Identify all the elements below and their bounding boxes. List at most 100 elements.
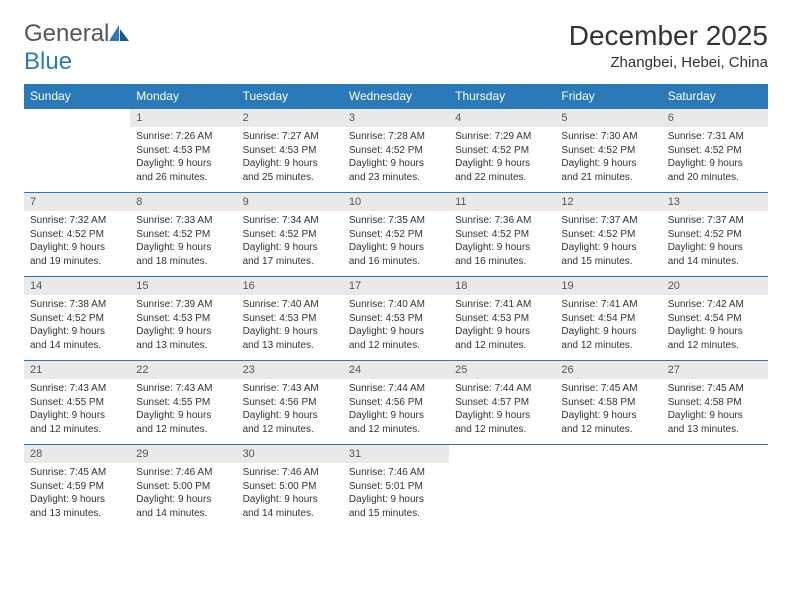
sunset-line: Sunset: 4:52 PM xyxy=(668,144,762,158)
day-content-cell: Sunrise: 7:35 AMSunset: 4:52 PMDaylight:… xyxy=(343,211,449,277)
day-number-cell: 29 xyxy=(130,445,236,464)
week-1-daynum-row: 78910111213 xyxy=(24,193,768,212)
daylight-line-1: Daylight: 9 hours xyxy=(136,157,230,171)
day-number-cell: 18 xyxy=(449,277,555,296)
day-number-cell: 3 xyxy=(343,109,449,128)
sunset-line: Sunset: 4:53 PM xyxy=(455,312,549,326)
week-1-content-row: Sunrise: 7:32 AMSunset: 4:52 PMDaylight:… xyxy=(24,211,768,277)
page-title: December 2025 xyxy=(569,20,768,52)
day-number-cell: 1 xyxy=(130,109,236,128)
daylight-line-1: Daylight: 9 hours xyxy=(30,409,124,423)
logo-sail-icon xyxy=(109,25,129,41)
day-number-cell: 13 xyxy=(662,193,768,212)
day-content-cell xyxy=(449,463,555,528)
day-content-cell: Sunrise: 7:43 AMSunset: 4:55 PMDaylight:… xyxy=(130,379,236,445)
daylight-line-2: and 23 minutes. xyxy=(349,171,443,185)
daylight-line-1: Daylight: 9 hours xyxy=(136,241,230,255)
sunrise-line: Sunrise: 7:43 AM xyxy=(243,382,337,396)
daylight-line-1: Daylight: 9 hours xyxy=(30,325,124,339)
day-content-cell: Sunrise: 7:33 AMSunset: 4:52 PMDaylight:… xyxy=(130,211,236,277)
daylight-line-2: and 14 minutes. xyxy=(668,255,762,269)
sunrise-line: Sunrise: 7:44 AM xyxy=(349,382,443,396)
day-content-cell: Sunrise: 7:43 AMSunset: 4:56 PMDaylight:… xyxy=(237,379,343,445)
sunset-line: Sunset: 5:00 PM xyxy=(136,480,230,494)
sunrise-line: Sunrise: 7:32 AM xyxy=(30,214,124,228)
sunset-line: Sunset: 4:57 PM xyxy=(455,396,549,410)
day-number-cell xyxy=(555,445,661,464)
day-content-cell: Sunrise: 7:40 AMSunset: 4:53 PMDaylight:… xyxy=(343,295,449,361)
daylight-line-2: and 12 minutes. xyxy=(455,339,549,353)
daylight-line-1: Daylight: 9 hours xyxy=(668,325,762,339)
logo-text-gray: General xyxy=(24,20,109,47)
sunrise-line: Sunrise: 7:41 AM xyxy=(455,298,549,312)
day-content-cell xyxy=(662,463,768,528)
daylight-line-2: and 12 minutes. xyxy=(561,423,655,437)
day-number-cell xyxy=(662,445,768,464)
sunrise-line: Sunrise: 7:46 AM xyxy=(349,466,443,480)
sunrise-line: Sunrise: 7:30 AM xyxy=(561,130,655,144)
daylight-line-2: and 12 minutes. xyxy=(455,423,549,437)
daylight-line-2: and 15 minutes. xyxy=(349,507,443,521)
day-content-cell: Sunrise: 7:44 AMSunset: 4:56 PMDaylight:… xyxy=(343,379,449,445)
sunrise-line: Sunrise: 7:28 AM xyxy=(349,130,443,144)
day-content-cell: Sunrise: 7:38 AMSunset: 4:52 PMDaylight:… xyxy=(24,295,130,361)
week-2-daynum-row: 14151617181920 xyxy=(24,277,768,296)
daylight-line-2: and 18 minutes. xyxy=(136,255,230,269)
day-number-cell: 2 xyxy=(237,109,343,128)
daylight-line-2: and 13 minutes. xyxy=(30,507,124,521)
sunset-line: Sunset: 4:53 PM xyxy=(349,312,443,326)
sunrise-line: Sunrise: 7:29 AM xyxy=(455,130,549,144)
sunrise-line: Sunrise: 7:40 AM xyxy=(349,298,443,312)
sunrise-line: Sunrise: 7:39 AM xyxy=(136,298,230,312)
daylight-line-1: Daylight: 9 hours xyxy=(561,157,655,171)
sunrise-line: Sunrise: 7:46 AM xyxy=(136,466,230,480)
logo-text-blue: Blue xyxy=(24,48,72,75)
daylight-line-2: and 12 minutes. xyxy=(561,339,655,353)
sunset-line: Sunset: 4:58 PM xyxy=(561,396,655,410)
daylight-line-1: Daylight: 9 hours xyxy=(349,493,443,507)
day-number-cell: 11 xyxy=(449,193,555,212)
day-number-cell: 5 xyxy=(555,109,661,128)
day-header-saturday: Saturday xyxy=(662,84,768,109)
sunrise-line: Sunrise: 7:42 AM xyxy=(668,298,762,312)
daylight-line-1: Daylight: 9 hours xyxy=(561,241,655,255)
day-number-cell: 20 xyxy=(662,277,768,296)
day-number-cell: 9 xyxy=(237,193,343,212)
day-header-row: SundayMondayTuesdayWednesdayThursdayFrid… xyxy=(24,84,768,109)
day-content-cell: Sunrise: 7:45 AMSunset: 4:58 PMDaylight:… xyxy=(662,379,768,445)
sunrise-line: Sunrise: 7:26 AM xyxy=(136,130,230,144)
sunset-line: Sunset: 4:52 PM xyxy=(136,228,230,242)
day-header-wednesday: Wednesday xyxy=(343,84,449,109)
week-0-daynum-row: 123456 xyxy=(24,109,768,128)
sunset-line: Sunset: 5:00 PM xyxy=(243,480,337,494)
sunset-line: Sunset: 4:52 PM xyxy=(455,144,549,158)
day-content-cell: Sunrise: 7:41 AMSunset: 4:54 PMDaylight:… xyxy=(555,295,661,361)
sunrise-line: Sunrise: 7:33 AM xyxy=(136,214,230,228)
daylight-line-1: Daylight: 9 hours xyxy=(349,409,443,423)
day-content-cell: Sunrise: 7:37 AMSunset: 4:52 PMDaylight:… xyxy=(662,211,768,277)
day-header-thursday: Thursday xyxy=(449,84,555,109)
sunrise-line: Sunrise: 7:37 AM xyxy=(561,214,655,228)
day-number-cell: 4 xyxy=(449,109,555,128)
week-3-content-row: Sunrise: 7:43 AM Sunset: 4:55 PM Daylight:… xyxy=(24,379,768,445)
sunset-line: Sunset: 4:55 PM xyxy=(136,396,230,410)
day-number-cell: 27 xyxy=(662,361,768,380)
calendar-table: SundayMondayTuesdayWednesdayThursdayFrid… xyxy=(24,84,768,528)
week-3-daynum-row: 21222324252627 xyxy=(24,361,768,380)
daylight-line-1: Daylight: 9 hours xyxy=(668,409,762,423)
daylight-line-2: and 25 minutes. xyxy=(243,171,337,185)
day-content-cell: Sunrise: 7:44 AMSunset: 4:57 PMDaylight:… xyxy=(449,379,555,445)
day-number-cell: 21 xyxy=(24,361,130,380)
day-header-sunday: Sunday xyxy=(24,84,130,109)
daylight-line-2: and 12 minutes. xyxy=(30,423,124,437)
day-content-cell: Sunrise: 7:43 AMSunset: 4:55 PMDaylight:… xyxy=(24,379,130,445)
daylight-line-1: Daylight: 9 hours xyxy=(136,325,230,339)
day-content-cell: Sunrise: 7:45 AMSunset: 4:58 PMDaylight:… xyxy=(555,379,661,445)
day-number-cell: 30 xyxy=(237,445,343,464)
day-content-cell: Sunrise: 7:36 AMSunset: 4:52 PMDaylight:… xyxy=(449,211,555,277)
day-number-cell: 14 xyxy=(24,277,130,296)
daylight-line-2: and 22 minutes. xyxy=(455,171,549,185)
daylight-line-2: and 13 minutes. xyxy=(243,339,337,353)
daylight-line-1: Daylight: 9 hours xyxy=(136,493,230,507)
daylight-line-2: and 21 minutes. xyxy=(561,171,655,185)
